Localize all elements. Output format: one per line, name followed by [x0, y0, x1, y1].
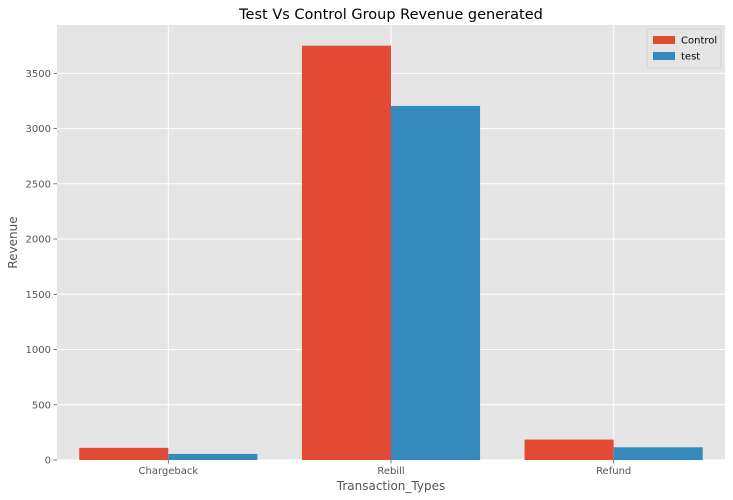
x-tick-label: Refund: [596, 466, 631, 477]
bar-test-rebill: [391, 105, 481, 460]
chart-title: Test Vs Control Group Revenue generated: [238, 7, 543, 23]
legend-label-control: Control: [681, 36, 717, 47]
y-tick-label: 2500: [26, 179, 51, 190]
bar-control-refund: [524, 439, 614, 460]
y-tick-label: 2000: [26, 235, 51, 246]
x-axis-label: Transaction_Types: [336, 479, 445, 493]
bar-test-refund: [613, 447, 703, 460]
y-tick-label: 0: [45, 456, 51, 467]
y-tick-label: 3500: [26, 69, 51, 80]
y-tick-label: 3000: [26, 124, 51, 135]
y-tick-label: 1500: [26, 290, 51, 301]
bar-control-chargeback: [79, 447, 169, 460]
bar-test-chargeback: [168, 453, 258, 460]
legend-label-test: test: [681, 52, 700, 63]
x-tick-label: Rebill: [377, 466, 404, 477]
y-tick-label: 500: [32, 400, 51, 411]
x-tick-label: Chargeback: [139, 466, 199, 477]
y-tick-label: 1000: [26, 345, 51, 356]
legend-swatch-test: [653, 52, 675, 60]
x-axis-ticks: Chargeback Rebill Refund: [139, 460, 631, 477]
y-axis-ticks: 0 500 1000 1500 2000 2500 3000 3500: [26, 69, 57, 467]
legend-swatch-control: [653, 36, 675, 44]
legend: Control test: [646, 28, 722, 69]
bar-control-rebill: [301, 45, 391, 460]
y-axis-label: Revenue: [6, 216, 20, 268]
bars-group: [79, 45, 703, 460]
